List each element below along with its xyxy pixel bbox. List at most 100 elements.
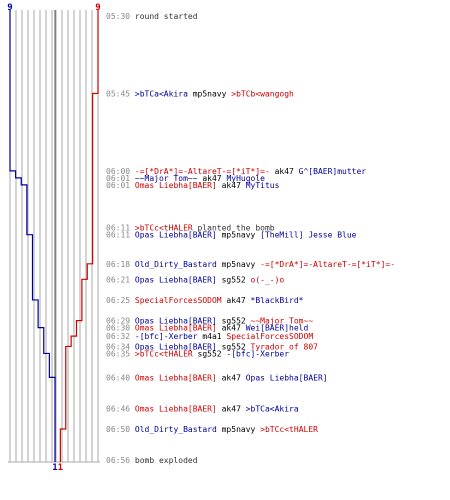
- event-row: 06:18 Old_Dirty_Bastard mp5navy -=[*DrA*…: [106, 260, 395, 269]
- event-part: MyHugole: [226, 174, 265, 183]
- event-part: ak47: [222, 296, 251, 305]
- event-part: ak47: [198, 174, 227, 183]
- player-count-grid: [8, 10, 100, 463]
- event-part: ak47: [217, 324, 246, 333]
- event-time: 06:11: [106, 231, 135, 240]
- event-row: 06:46 Omas Liebha[BAER] ak47 >bTCa<Akira: [106, 404, 299, 413]
- event-part: Wei[BAER]held: [246, 324, 309, 333]
- event-part: >bTCc<tHALER: [135, 224, 193, 233]
- event-part: >bTCa<Akira: [135, 89, 188, 98]
- event-part: >bTCc<tHALER: [135, 349, 193, 358]
- event-part: Opas Liebha[BAER]: [246, 373, 328, 382]
- event-part: -=[*DrA*]=-AltareT-=[*iT*]=-: [260, 260, 395, 269]
- event-row: 06:01 Omas Liebha[BAER] ak47 MyTitus: [106, 181, 280, 190]
- event-part: [TheMill] Jesse Blue: [260, 231, 357, 240]
- event-part: -[bfc]-Xerber: [135, 332, 198, 341]
- event-row: 06:00 -=[*DrA*]=-AltareT-=[*iT*]=- ak47 …: [106, 167, 366, 176]
- event-row: 05:45 >bTCa<Akira mp5navy >bTCb<wangogh: [106, 89, 294, 98]
- event-part: SpecialForcesSODOM: [226, 332, 313, 341]
- event-part: ak47: [217, 181, 246, 190]
- event-row: 06:56 bomb exploded: [106, 456, 198, 465]
- event-part: sg552: [217, 275, 251, 284]
- event-row: 06:35 >bTCc<tHALER sg552 -[bfc]-Xerber: [106, 349, 289, 358]
- event-part: Old_Dirty_Bastard: [135, 260, 217, 269]
- event-row: 06:50 Old_Dirty_Bastard mp5navy >bTCc<tH…: [106, 425, 318, 434]
- event-time: 06:01: [106, 181, 135, 190]
- event-part: Omas Liebha[BAER]: [135, 404, 217, 413]
- event-time: 06:56: [106, 456, 135, 465]
- event-part: mp5navy: [217, 231, 260, 240]
- event-row: 06:21 Opas Liebha[BAER] sg552 o(-_-)o: [106, 275, 284, 284]
- ct-end-count: 1: [52, 463, 57, 473]
- event-part: G^[BAER]mutter: [299, 167, 367, 176]
- event-part: >bTCc<tHALER: [260, 425, 318, 434]
- event-row: 06:11 >bTCc<tHALER planted the bomb: [106, 224, 275, 233]
- event-row: 06:29 Opas Liebha[BAER] sg552 ~~Major To…: [106, 317, 313, 326]
- event-part: ak47: [217, 373, 246, 382]
- event-time: 06:34: [106, 342, 135, 351]
- event-part: Opas Liebha[BAER]: [135, 317, 217, 326]
- event-part: >bTCa<Akira: [246, 404, 299, 413]
- event-part: MyTitus: [246, 181, 280, 190]
- event-part: >bTCb<wangogh: [231, 89, 294, 98]
- event-part: Opas Liebha[BAER]: [135, 275, 217, 284]
- event-part: Opas Liebha[BAER]: [135, 342, 217, 351]
- event-time: 06:00: [106, 167, 135, 176]
- event-time: 06:11: [106, 224, 135, 233]
- event-time: 05:45: [106, 89, 135, 98]
- event-part: o(-_-)o: [251, 275, 285, 284]
- event-row: 06:30 Omas Liebha[BAER] ak47 Wei[BAER]he…: [106, 324, 309, 333]
- event-part: Opas Liebha[BAER]: [135, 231, 217, 240]
- event-row: 06:11 Opas Liebha[BAER] mp5navy [TheMill…: [106, 231, 357, 240]
- event-part: bomb exploded: [135, 456, 198, 465]
- event-row: 06:01 ~~Major Tom~~ ak47 MyHugole: [106, 174, 265, 183]
- event-part: ak47: [217, 404, 246, 413]
- event-time: 06:29: [106, 317, 135, 326]
- event-part: m4a1: [198, 332, 227, 341]
- event-time: 06:46: [106, 404, 135, 413]
- event-part: mp5navy: [188, 89, 231, 98]
- event-row: 06:32 -[bfc]-Xerber m4a1 SpecialForcesSO…: [106, 332, 313, 341]
- event-part: SpecialForcesSODOM: [135, 296, 222, 305]
- event-row: 06:40 Omas Liebha[BAER] ak47 Opas Liebha…: [106, 373, 328, 382]
- event-time: 06:30: [106, 324, 135, 333]
- event-part: Omas Liebha[BAER]: [135, 373, 217, 382]
- event-row: 06:25 SpecialForcesSODOM ak47 *BlackBird…: [106, 296, 304, 305]
- event-part: mp5navy: [217, 425, 260, 434]
- event-time: 06:21: [106, 275, 135, 284]
- event-part: planted the bomb: [193, 224, 275, 233]
- event-part: sg552: [217, 317, 251, 326]
- event-log: 05:30 round started 05:45 >bTCa<Akira mp5…: [106, 12, 395, 465]
- event-part: ~~Major Tom~~: [135, 174, 198, 183]
- event-part: sg552: [193, 349, 227, 358]
- event-part: Omas Liebha[BAER]: [135, 181, 217, 190]
- event-part: -[bfc]-Xerber: [226, 349, 289, 358]
- event-time: 06:01: [106, 174, 135, 183]
- event-part: ~~Major Tom~~: [251, 317, 314, 326]
- event-time: 06:40: [106, 373, 135, 382]
- event-part: -=[*DrA*]=-AltareT-=[*iT*]=-: [135, 167, 270, 176]
- event-part: round started: [135, 12, 198, 21]
- event-time: 06:35: [106, 349, 135, 358]
- event-part: mp5navy: [217, 260, 260, 269]
- t-alive-line: [59, 10, 99, 462]
- event-time: 05:30: [106, 12, 135, 21]
- event-part: *BlackBird*: [251, 296, 304, 305]
- event-time: 06:32: [106, 332, 135, 341]
- event-time: 06:50: [106, 425, 135, 434]
- team-count-labels: 9 9 1 1: [7, 3, 100, 473]
- event-part: Tyrador of 807: [251, 342, 319, 351]
- t-end-count: 1: [58, 463, 63, 473]
- event-row: 06:34 Opas Liebha[BAER] sg552 Tyrador of…: [106, 342, 318, 351]
- team-alive-step-lines: [9, 10, 99, 462]
- event-part: sg552: [217, 342, 251, 351]
- event-row: 05:30 round started: [106, 12, 198, 21]
- t-start-count: 9: [95, 3, 100, 13]
- event-time: 06:18: [106, 260, 135, 269]
- event-part: Omas Liebha[BAER]: [135, 324, 217, 333]
- event-time: 06:25: [106, 296, 135, 305]
- event-part: Old_Dirty_Bastard: [135, 425, 217, 434]
- ct-alive-line: [9, 10, 56, 462]
- event-part: ak47: [270, 167, 299, 176]
